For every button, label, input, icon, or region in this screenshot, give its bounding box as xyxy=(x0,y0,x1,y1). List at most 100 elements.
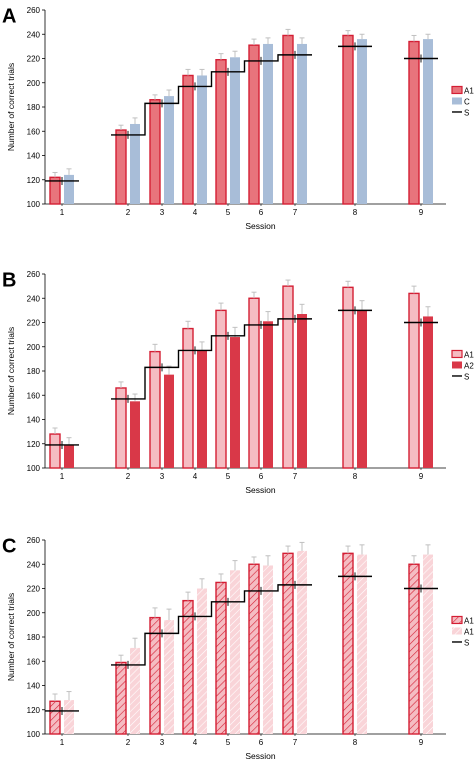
bar xyxy=(215,581,227,735)
panel-letter: B xyxy=(2,269,16,291)
y-tick-label: 100 xyxy=(27,200,41,209)
bar xyxy=(297,550,307,734)
x-tick-label: 2 xyxy=(126,472,131,481)
bar xyxy=(297,43,307,205)
bar xyxy=(164,620,174,734)
y-axis-title: Number of correct trials xyxy=(6,593,16,681)
legend-label: S xyxy=(464,108,469,117)
bar xyxy=(64,700,74,734)
x-tick-label: 8 xyxy=(353,472,358,481)
x-tick-label: 7 xyxy=(293,472,298,481)
x-tick-label: 8 xyxy=(353,738,358,747)
chart-panel-b: B 100 120 140 160 180 200 220 240 260 1 2 3 4 5 6 7 8 9 Ses… xyxy=(2,269,474,495)
bar xyxy=(248,563,260,735)
bar xyxy=(130,647,140,734)
bar xyxy=(408,40,420,205)
bar xyxy=(149,99,161,205)
legend-label: A1R xyxy=(464,627,474,636)
legend-label: A1L xyxy=(464,350,474,359)
bar xyxy=(423,316,433,468)
legend-swatch xyxy=(451,349,463,359)
x-tick-label: 3 xyxy=(160,208,165,217)
bar xyxy=(115,129,127,205)
bar xyxy=(130,401,140,468)
y-tick-label: 260 xyxy=(27,270,41,279)
legend: A1L A1R S xyxy=(451,615,474,647)
bar xyxy=(282,34,294,205)
x-tick-label: 5 xyxy=(226,208,231,217)
step-line-s xyxy=(45,45,438,182)
x-axis-title: Session xyxy=(245,221,276,231)
y-tick-label: 200 xyxy=(27,609,41,618)
bar xyxy=(423,39,433,204)
bar xyxy=(215,309,227,469)
bar xyxy=(282,285,294,469)
bar xyxy=(357,310,367,468)
bar xyxy=(423,554,433,734)
x-tick-label: 4 xyxy=(193,472,198,481)
legend-swatch xyxy=(451,85,463,95)
x-tick-label: 5 xyxy=(226,472,231,481)
y-tick-label: 120 xyxy=(27,706,41,715)
y-tick-label: 180 xyxy=(27,367,41,376)
panel-letter: A xyxy=(2,5,16,27)
y-tick-label: 240 xyxy=(27,294,41,303)
bar xyxy=(115,387,127,469)
x-tick-label: 6 xyxy=(259,472,264,481)
x-tick-label: 2 xyxy=(126,208,131,217)
bar xyxy=(149,616,161,735)
y-tick-label: 220 xyxy=(27,585,41,594)
legend-swatch xyxy=(451,615,463,625)
x-axis-title: Session xyxy=(245,485,276,495)
legend-swatch xyxy=(452,361,462,369)
legend: A1 CS xyxy=(451,85,474,117)
x-tick-label: 4 xyxy=(193,208,198,217)
legend-label: C xyxy=(464,97,470,106)
y-tick-label: 260 xyxy=(27,6,41,15)
x-tick-label: 3 xyxy=(160,738,165,747)
y-tick-label: 140 xyxy=(27,682,41,691)
bar xyxy=(164,96,174,204)
series-a1l xyxy=(49,545,420,735)
x-tick-label: 6 xyxy=(259,208,264,217)
y-tick-label: 160 xyxy=(27,127,41,136)
bar xyxy=(230,570,240,734)
panel-letter: C xyxy=(2,535,16,557)
bar xyxy=(357,554,367,734)
bar xyxy=(197,75,207,204)
bar xyxy=(149,350,161,469)
bar xyxy=(263,43,273,205)
bar xyxy=(182,327,194,469)
x-tick-label: 1 xyxy=(60,472,65,481)
y-tick-label: 120 xyxy=(27,440,41,449)
x-tick-label: 7 xyxy=(293,208,298,217)
y-tick-label: 100 xyxy=(27,730,41,739)
bar xyxy=(164,374,174,468)
y-tick-label: 200 xyxy=(27,79,41,88)
y-tick-label: 240 xyxy=(27,30,41,39)
bar xyxy=(49,700,61,735)
x-tick-label: 9 xyxy=(419,472,424,481)
bar xyxy=(297,314,307,468)
x-tick-label: 3 xyxy=(160,472,165,481)
x-tick-label: 9 xyxy=(419,738,424,747)
bar xyxy=(182,74,194,205)
step-line-s xyxy=(45,309,438,446)
y-tick-label: 180 xyxy=(27,633,41,642)
bar xyxy=(64,444,74,468)
bar xyxy=(408,563,420,735)
bar xyxy=(408,292,420,469)
y-tick-label: 220 xyxy=(27,319,41,328)
y-tick-label: 100 xyxy=(27,464,41,473)
bar xyxy=(230,57,240,204)
legend-label: A1L xyxy=(464,616,474,625)
y-tick-label: 180 xyxy=(27,103,41,112)
y-tick-label: 140 xyxy=(27,152,41,161)
bar xyxy=(282,552,294,735)
legend-label: S xyxy=(464,638,469,647)
series-a1 xyxy=(49,28,420,205)
legend-swatch xyxy=(452,627,462,635)
bar xyxy=(357,39,367,204)
bar xyxy=(342,286,354,469)
series-a1r xyxy=(64,541,433,734)
